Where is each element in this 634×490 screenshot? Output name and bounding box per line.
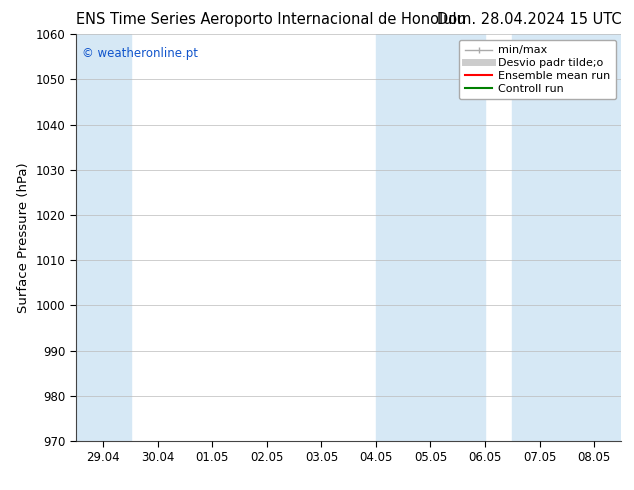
Bar — [376, 34, 485, 441]
Bar — [76, 34, 131, 441]
Text: ENS Time Series Aeroporto Internacional de Honolulu: ENS Time Series Aeroporto Internacional … — [76, 12, 466, 27]
Bar — [512, 34, 621, 441]
Legend: min/max, Desvio padr tilde;o, Ensemble mean run, Controll run: min/max, Desvio padr tilde;o, Ensemble m… — [459, 40, 616, 99]
Text: Dom. 28.04.2024 15 UTC: Dom. 28.04.2024 15 UTC — [437, 12, 621, 27]
Y-axis label: Surface Pressure (hPa): Surface Pressure (hPa) — [17, 162, 30, 313]
Text: © weatheronline.pt: © weatheronline.pt — [82, 47, 198, 59]
